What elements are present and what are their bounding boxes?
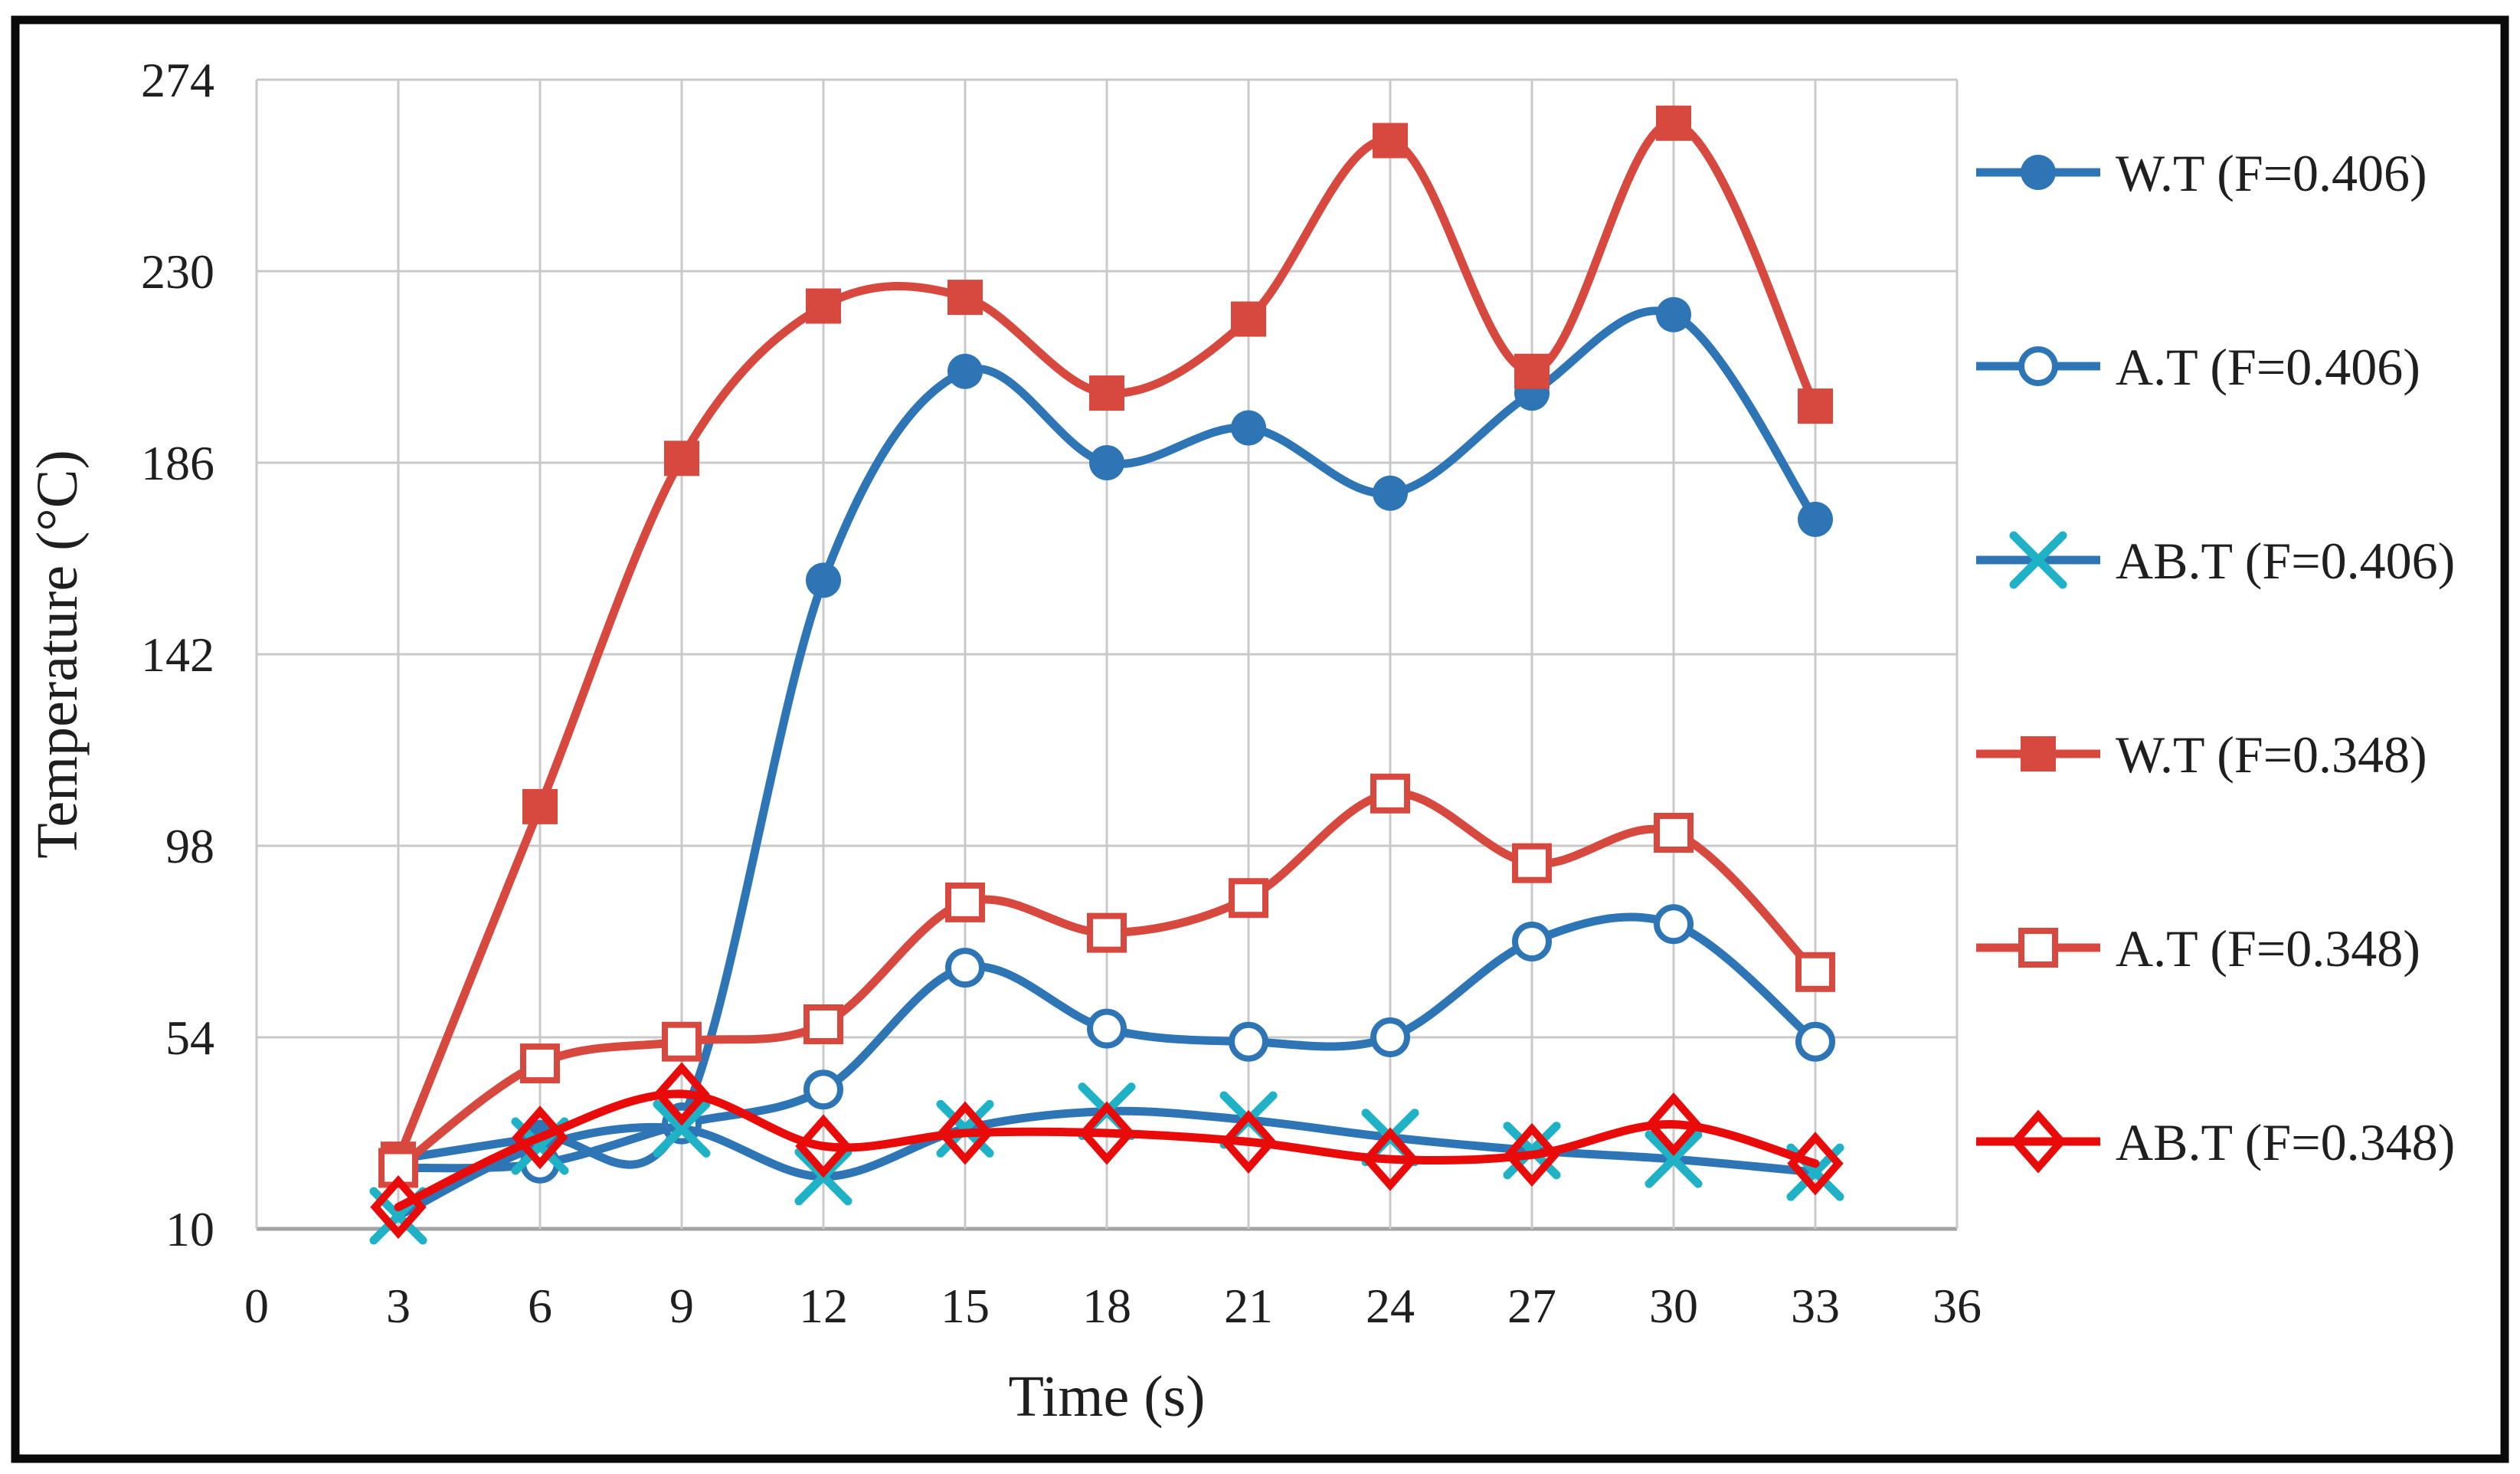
data-point-marker — [1373, 475, 1408, 511]
data-point-marker — [520, 1043, 560, 1084]
data-point-marker — [806, 562, 841, 598]
data-point-marker — [795, 1114, 852, 1178]
data-point-marker — [1787, 1132, 1844, 1196]
data-point-marker — [1220, 1109, 1277, 1174]
data-point-marker — [1373, 123, 1408, 159]
data-point-marker — [2010, 1109, 2067, 1174]
y-tick-label: 274 — [141, 53, 214, 107]
data-point-marker — [2021, 155, 2056, 190]
series-w.t-f-0.348- — [381, 105, 1833, 1178]
legend-item: A.T (F=0.406) — [1976, 338, 2420, 396]
y-tick-label: 98 — [165, 819, 214, 873]
data-point-marker — [937, 1101, 993, 1165]
data-point-marker — [1798, 501, 1833, 537]
x-tick-label: 27 — [1507, 1279, 1556, 1333]
data-point-marker — [2009, 531, 2067, 589]
data-point-marker — [653, 1062, 710, 1126]
data-point-marker — [1795, 952, 1835, 992]
data-point-marker — [1370, 773, 1410, 814]
legend-label: W.T (F=0.406) — [2116, 144, 2427, 202]
data-point-marker — [1370, 1017, 1410, 1057]
x-axis-title: Time (s) — [1009, 1364, 1206, 1429]
data-point-marker — [2018, 346, 2058, 386]
data-point-marker — [1089, 445, 1124, 480]
legend-label: AB.T (F=0.348) — [2116, 1113, 2455, 1171]
x-tick-label: 3 — [386, 1279, 411, 1333]
data-point-marker — [522, 788, 558, 824]
legend-item: W.T (F=0.348) — [1976, 726, 2427, 784]
data-point-marker — [2018, 928, 2058, 968]
x-tick-label: 33 — [1791, 1279, 1840, 1333]
data-point-marker — [2021, 736, 2056, 771]
legend-item: AB.T (F=0.406) — [1976, 531, 2455, 590]
gridlines — [255, 78, 1959, 1231]
x-tick-label: 0 — [244, 1279, 269, 1333]
data-point-marker — [1512, 843, 1552, 883]
x-tick-label: 6 — [528, 1279, 552, 1333]
x-tick-label: 24 — [1366, 1279, 1415, 1333]
x-tick-label: 18 — [1082, 1279, 1131, 1333]
x-tick-label: 15 — [941, 1279, 990, 1333]
legend-label: A.T (F=0.406) — [2116, 338, 2420, 396]
data-point-marker — [1654, 813, 1694, 853]
series-a.t-f-0.348- — [378, 773, 1835, 1188]
figure-border — [11, 15, 2509, 1463]
data-point-marker — [945, 948, 985, 988]
data-point-marker — [945, 882, 985, 922]
data-point-marker — [1231, 410, 1266, 446]
x-tick-label: 12 — [799, 1279, 848, 1333]
x-tick-label: 30 — [1649, 1279, 1698, 1333]
data-point-marker — [1656, 296, 1691, 332]
data-point-marker — [1656, 105, 1691, 141]
data-point-marker — [1231, 301, 1266, 337]
y-axis-title: Temperature (°C) — [25, 450, 90, 859]
series-ab.t-f-0.348- — [370, 1062, 1844, 1240]
data-point-marker — [1795, 1021, 1835, 1062]
legend-item: A.T (F=0.348) — [1976, 919, 2420, 978]
y-tick-label: 186 — [141, 436, 214, 490]
data-point-marker — [662, 1021, 702, 1062]
data-point-marker — [806, 288, 841, 324]
legend-item: AB.T (F=0.348) — [1976, 1109, 2455, 1174]
legend-label: W.T (F=0.348) — [2116, 726, 2427, 784]
series-line — [394, 1089, 1820, 1212]
y-tick-label: 142 — [141, 627, 214, 682]
x-tick-label: 36 — [1933, 1279, 1982, 1333]
data-point-marker — [1645, 1130, 1703, 1188]
data-point-marker — [1514, 353, 1550, 389]
data-point-marker — [1504, 1122, 1560, 1187]
data-point-marker — [1089, 375, 1124, 411]
data-point-marker — [1362, 1127, 1419, 1191]
data-point-marker — [1087, 1008, 1127, 1049]
x-tick-label: 21 — [1224, 1279, 1273, 1333]
legend: W.T (F=0.406) A.T (F=0.406) AB.T (F=0.406)… — [1976, 144, 2455, 1174]
data-point-marker — [664, 441, 699, 477]
data-point-marker — [1229, 1021, 1268, 1062]
y-tick-label: 10 — [165, 1202, 214, 1256]
legend-item: W.T (F=0.406) — [1976, 144, 2427, 202]
data-point-marker — [1087, 912, 1127, 953]
data-point-marker — [947, 353, 983, 389]
data-point-marker — [1078, 1101, 1135, 1165]
data-point-marker — [1798, 388, 1833, 424]
y-tick-label: 54 — [165, 1011, 214, 1065]
data-point-marker — [1229, 878, 1268, 919]
data-point-marker — [1654, 904, 1694, 945]
data-point-marker — [512, 1106, 568, 1170]
series-group — [369, 105, 1844, 1245]
data-point-marker — [803, 1004, 843, 1044]
data-point-marker — [370, 1175, 427, 1240]
data-point-marker — [1645, 1092, 1702, 1157]
legend-label: AB.T (F=0.406) — [2116, 532, 2455, 590]
data-point-marker — [1512, 922, 1552, 961]
data-point-marker — [653, 1099, 711, 1158]
data-point-marker — [947, 280, 983, 316]
y-tick-label: 230 — [141, 244, 214, 299]
data-point-marker — [803, 1069, 843, 1110]
legend-label: A.T (F=0.348) — [2116, 919, 2420, 978]
x-tick-label: 9 — [669, 1279, 694, 1333]
